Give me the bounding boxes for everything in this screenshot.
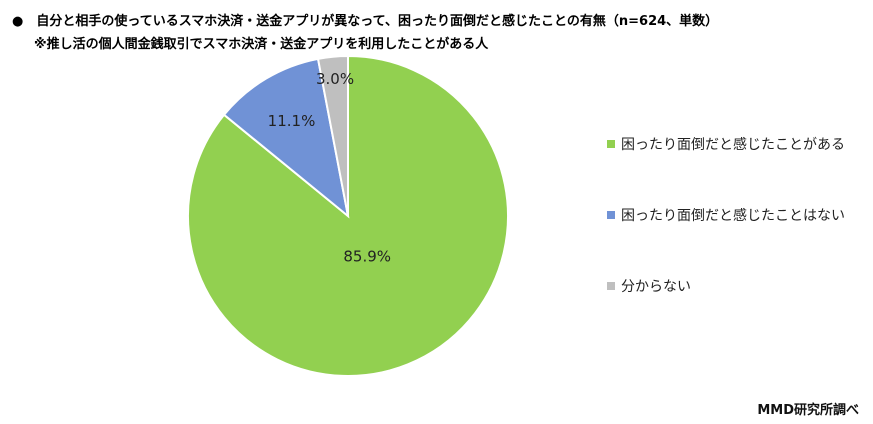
source-note: MMD研究所調べ	[757, 403, 859, 418]
pie-slice	[316, 54, 349, 217]
legend-label: 困ったり面倒だと感じたことはない	[621, 208, 845, 224]
legend-label: 困ったり面倒だと感じたことがある	[621, 137, 845, 153]
chart-title: ● 自分と相手の使っているスマホ決済・送金アプリが異なって、困ったり面倒だと感じ…	[12, 14, 719, 29]
data-label: 11.1%	[268, 112, 316, 130]
legend-label: 分からない	[621, 279, 691, 295]
pie-slice	[222, 57, 350, 219]
legend-swatch	[607, 282, 615, 290]
legend-item: 困ったり面倒だと感じたことはない	[607, 205, 845, 225]
legend-item: 困ったり面倒だと感じたことがある	[607, 134, 845, 154]
legend-swatch	[607, 140, 615, 148]
legend-item: 分からない	[607, 276, 691, 296]
chart-subtitle: ※推し活の個人間金銭取引でスマホ決済・送金アプリを利用したことがある人	[34, 37, 489, 52]
data-label: 85.9%	[343, 247, 391, 265]
legend-swatch	[607, 211, 615, 219]
data-label: 3.0%	[316, 70, 354, 88]
